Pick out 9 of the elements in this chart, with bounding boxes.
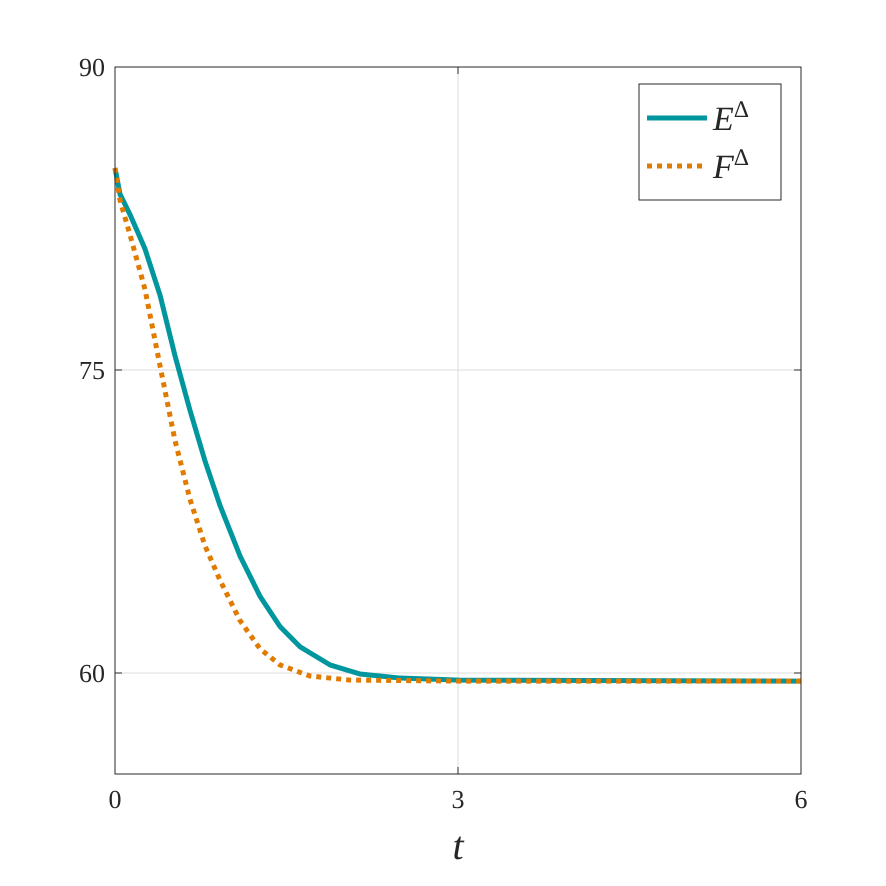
x-axis-title: t: [452, 823, 464, 868]
x-tick-label: 3: [452, 785, 464, 814]
legend-label: F$^{Δ}$: [712, 145, 750, 186]
x-tick-label: 6: [794, 785, 808, 814]
y-tick-label: 60: [79, 659, 105, 688]
y-tick-label: 75: [79, 356, 105, 385]
legend-label: E$^{Δ}$: [712, 97, 750, 138]
y-tick-label: 90: [79, 53, 105, 82]
x-tick-label: 0: [108, 785, 122, 814]
